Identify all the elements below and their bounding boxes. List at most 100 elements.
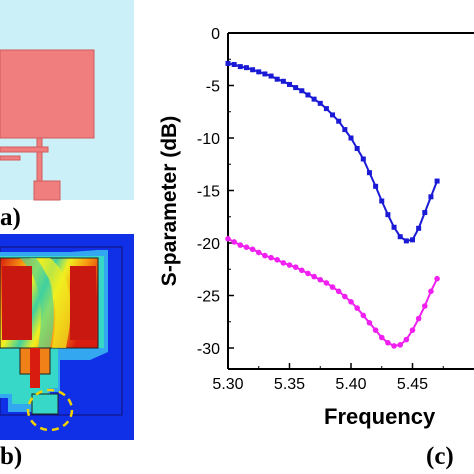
data-point <box>354 305 360 311</box>
data-point <box>231 239 237 245</box>
data-point <box>256 69 262 75</box>
data-point <box>305 92 311 98</box>
antenna-layout-panel <box>0 0 134 201</box>
data-point <box>225 60 231 66</box>
data-point <box>366 320 373 326</box>
data-point <box>268 254 274 261</box>
radiating-patch <box>0 49 95 139</box>
data-point <box>422 303 428 309</box>
data-point <box>299 267 305 274</box>
data-point <box>268 73 274 79</box>
hot-spot <box>70 266 96 340</box>
panel-label-c: (c) <box>426 443 454 470</box>
data-point <box>311 273 317 280</box>
data-point <box>237 64 243 70</box>
data-point <box>416 225 422 231</box>
data-point <box>323 106 329 112</box>
data-point <box>293 85 299 91</box>
data-point <box>249 246 256 253</box>
data-point <box>243 244 250 250</box>
data-point <box>225 236 231 242</box>
x-axis-label: Frequency <box>324 404 436 429</box>
data-point <box>311 96 317 102</box>
feed-port-pad <box>33 180 61 201</box>
data-point <box>336 118 342 124</box>
data-point <box>415 315 422 322</box>
data-point <box>360 156 366 162</box>
feed-line-horizontal <box>0 146 49 153</box>
data-point <box>410 237 415 243</box>
data-point <box>434 275 440 282</box>
y-tick-label: -5 <box>206 79 220 96</box>
data-point <box>391 224 397 230</box>
x-tick-label: 5.30 <box>212 376 243 393</box>
feed-line-field-core <box>30 348 40 388</box>
y-tick-label: -15 <box>197 184 220 201</box>
data-point <box>348 135 354 141</box>
x-tick-label: 5.40 <box>335 376 366 393</box>
feed-line-vertical <box>36 137 43 183</box>
data-point <box>373 183 379 189</box>
data-point <box>422 210 428 216</box>
panel-label-a: a) <box>0 204 21 231</box>
data-point <box>385 212 391 218</box>
data-point <box>342 127 348 133</box>
data-point <box>280 260 287 266</box>
data-point <box>329 284 336 290</box>
data-point <box>378 334 385 341</box>
data-point <box>299 88 305 94</box>
data-point <box>409 327 416 333</box>
data-point <box>403 238 409 244</box>
data-point <box>262 71 268 77</box>
field-band-shape <box>30 258 71 348</box>
data-point <box>243 65 249 71</box>
data-point <box>286 262 293 268</box>
data-point <box>397 234 403 240</box>
panel-label-b: b) <box>0 443 23 470</box>
substrate-outline <box>0 246 123 416</box>
data-point <box>274 76 280 82</box>
data-point <box>428 194 434 200</box>
series-line-0 <box>227 62 439 242</box>
y-tick-label: -30 <box>197 341 220 358</box>
stub-line <box>0 155 21 161</box>
data-point <box>287 81 292 87</box>
data-point <box>342 293 348 300</box>
data-point <box>231 62 237 67</box>
y-axis-label: S-parameter (dB) <box>158 116 181 286</box>
feed-port-field <box>31 393 59 415</box>
s-parameter-chart: 0 -5 -10 -15 -20 -25 -30 5.30 5.35 5.40 5.45 S-para… <box>158 26 474 429</box>
field-band-shape <box>20 258 54 348</box>
field-distribution-panel <box>0 234 134 440</box>
y-tick-label: -25 <box>197 289 220 306</box>
data-point <box>250 67 256 73</box>
data-point <box>434 178 440 184</box>
data-point <box>317 100 323 106</box>
data-point <box>348 299 354 305</box>
x-tick-label: 5.35 <box>274 376 305 393</box>
y-tick-label: 0 <box>211 26 220 43</box>
data-point <box>385 339 391 346</box>
data-point <box>428 288 434 295</box>
data-point <box>330 112 336 118</box>
y-tick-label: -20 <box>197 236 220 253</box>
data-point <box>360 312 367 319</box>
data-point <box>292 264 299 270</box>
data-point <box>274 257 281 263</box>
data-point <box>366 170 372 176</box>
data-point <box>335 288 342 295</box>
data-point <box>255 249 262 256</box>
data-point <box>237 242 244 248</box>
y-tick-label: -10 <box>197 131 220 148</box>
data-point <box>403 336 410 343</box>
highlight-circle <box>26 388 74 432</box>
data-point <box>317 276 324 283</box>
x-tick-label: 5.45 <box>397 376 428 393</box>
data-point <box>323 280 330 286</box>
data-point <box>391 343 397 349</box>
data-point <box>354 146 360 151</box>
data-point <box>379 198 385 204</box>
data-point <box>305 270 311 277</box>
data-point <box>280 78 286 84</box>
